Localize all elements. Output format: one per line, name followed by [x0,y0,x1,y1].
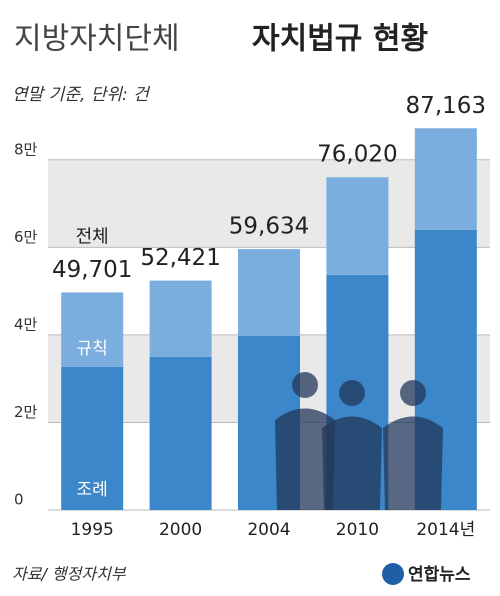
bar-segment [61,292,124,367]
bar-segment [238,249,300,336]
total-label: 49,701 [52,257,132,283]
x-tick-label: 2004 [247,520,290,540]
silhouette-body [275,408,335,510]
logo-icon [382,563,404,585]
silhouette-head [339,380,365,406]
bar-segment [61,366,124,510]
x-tick-label: 2000 [159,520,202,540]
y-tick-label: 4만 [14,315,38,333]
silhouette-body [322,416,382,510]
x-tick-label: 1995 [71,520,114,540]
bar-segment [414,128,477,230]
x-tick-label: 2010 [336,520,379,540]
logo: 연합뉴스 [408,564,471,585]
chart-title-bold: 자치법규 현황 [252,22,428,57]
y-tick-label: 0 [14,491,24,509]
silhouette-head [292,372,318,398]
subtitle: 연말 기준, 단위: 건 [12,85,151,105]
bar-segment [149,280,212,357]
y-tick-label: 2만 [14,403,38,421]
total-label: 52,421 [140,245,220,271]
bar-segment [326,177,389,275]
silhouette-body [383,416,443,510]
x-tick-label: 2014년 [416,520,475,540]
total-name: 전체 [76,226,109,247]
chart-title: 지방자치단체 [14,22,180,57]
silhouette-head [400,380,426,406]
total-label: 59,634 [229,213,309,239]
y-tick-label: 8만 [14,140,38,158]
total-label: 76,020 [317,142,397,168]
y-tick-label: 6만 [14,228,38,246]
series-label: 조례 [77,480,108,500]
total-label: 87,163 [406,93,486,119]
source: 자료/ 행정자치부 [12,565,127,584]
bar-segment [149,356,212,510]
series-label: 규칙 [77,339,108,359]
